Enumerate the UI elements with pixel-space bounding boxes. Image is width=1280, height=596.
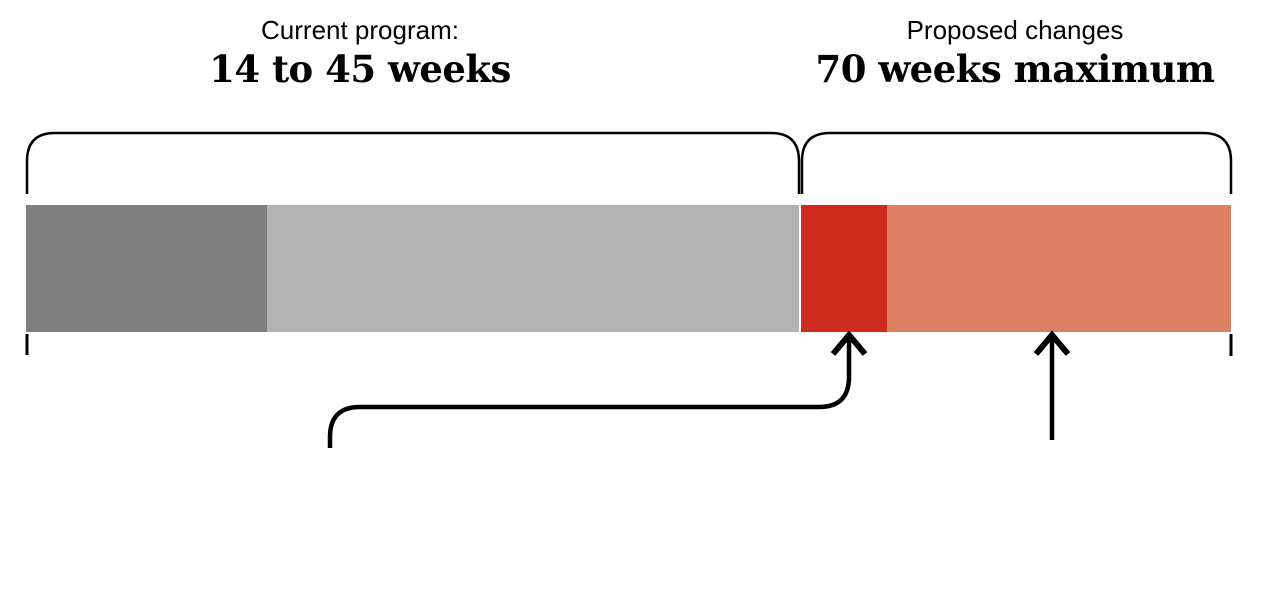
current-program-bracket — [25, 131, 801, 194]
proposed-changes-value: 70 weeks maximum — [815, 47, 1215, 91]
bar-segment-current-minimum — [26, 205, 267, 332]
proposed-changes-heading: Proposed changes 70 weeks maximum — [715, 14, 1280, 91]
bar-segment-proposed-added-dark-red — [799, 205, 888, 332]
curved-arrow-head-icon — [830, 330, 868, 356]
curved-arrow — [327, 339, 852, 448]
weeks-timeline-bar — [26, 205, 1231, 332]
bar-segment-current-maximum — [266, 205, 800, 332]
current-program-value: 14 to 45 weeks — [209, 47, 511, 91]
straight-arrow-head-icon — [1033, 330, 1071, 356]
proposed-changes-kicker: Proposed changes — [906, 15, 1124, 45]
current-program-heading: Current program: 14 to 45 weeks — [60, 14, 660, 91]
proposed-changes-bracket — [800, 131, 1233, 194]
current-program-kicker: Current program: — [261, 15, 459, 45]
bar-segment-proposed-added-salmon — [887, 205, 1231, 332]
